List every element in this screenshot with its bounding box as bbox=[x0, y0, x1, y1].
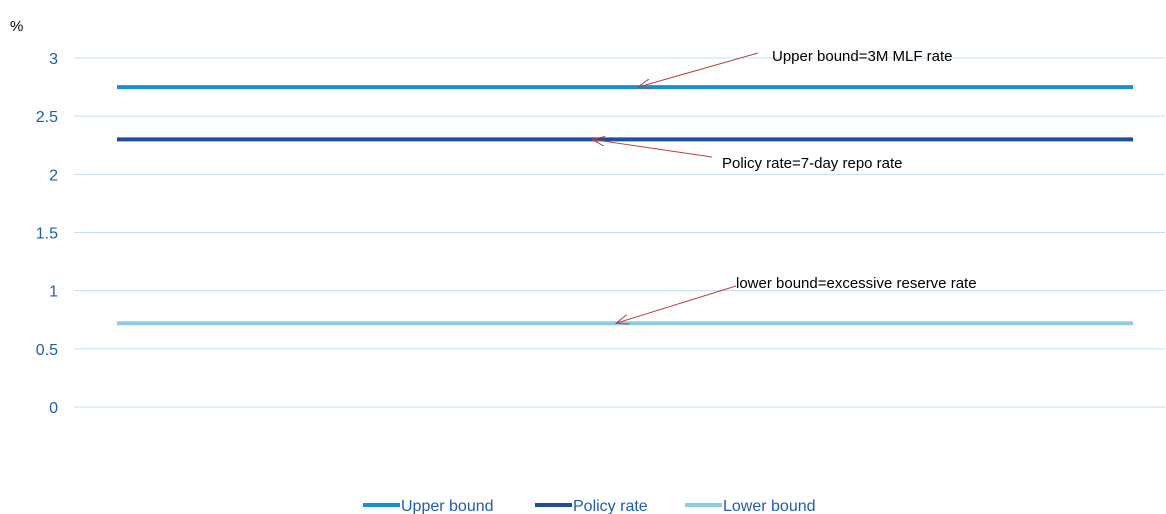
legend-label: Upper bound bbox=[401, 498, 494, 514]
annotation-arrow bbox=[638, 52, 759, 87]
gridlines bbox=[74, 57, 1165, 408]
y-tick-label: 0 bbox=[49, 400, 58, 417]
y-axis-tick-labels: 0 0.5 1 1.5 2 2.5 3 bbox=[36, 51, 58, 417]
annotation-text: lower bound=excessive reserve rate bbox=[736, 275, 977, 292]
annotations: Upper bound=3M MLF rate Policy rate=7-day… bbox=[592, 48, 977, 323]
y-tick-label: 0.5 bbox=[36, 342, 58, 359]
legend-label: Lower bound bbox=[723, 498, 816, 514]
annotation-arrow bbox=[592, 139, 713, 158]
legend-label: Policy rate bbox=[573, 498, 648, 514]
annotation-text: Policy rate=7-day repo rate bbox=[722, 155, 903, 172]
legend: Upper bound Policy rate Lower bound bbox=[363, 498, 816, 514]
y-tick-label: 1 bbox=[49, 284, 58, 301]
y-tick-label: 2 bbox=[49, 167, 58, 184]
series-lines bbox=[117, 85, 1133, 326]
annotation-arrow bbox=[616, 285, 737, 323]
y-tick-label: 2.5 bbox=[36, 109, 58, 126]
y-tick-label: 1.5 bbox=[36, 226, 58, 243]
y-tick-label: 3 bbox=[49, 51, 58, 68]
annotation-text: Upper bound=3M MLF rate bbox=[772, 48, 953, 65]
y-axis-unit-label: % bbox=[10, 18, 23, 35]
